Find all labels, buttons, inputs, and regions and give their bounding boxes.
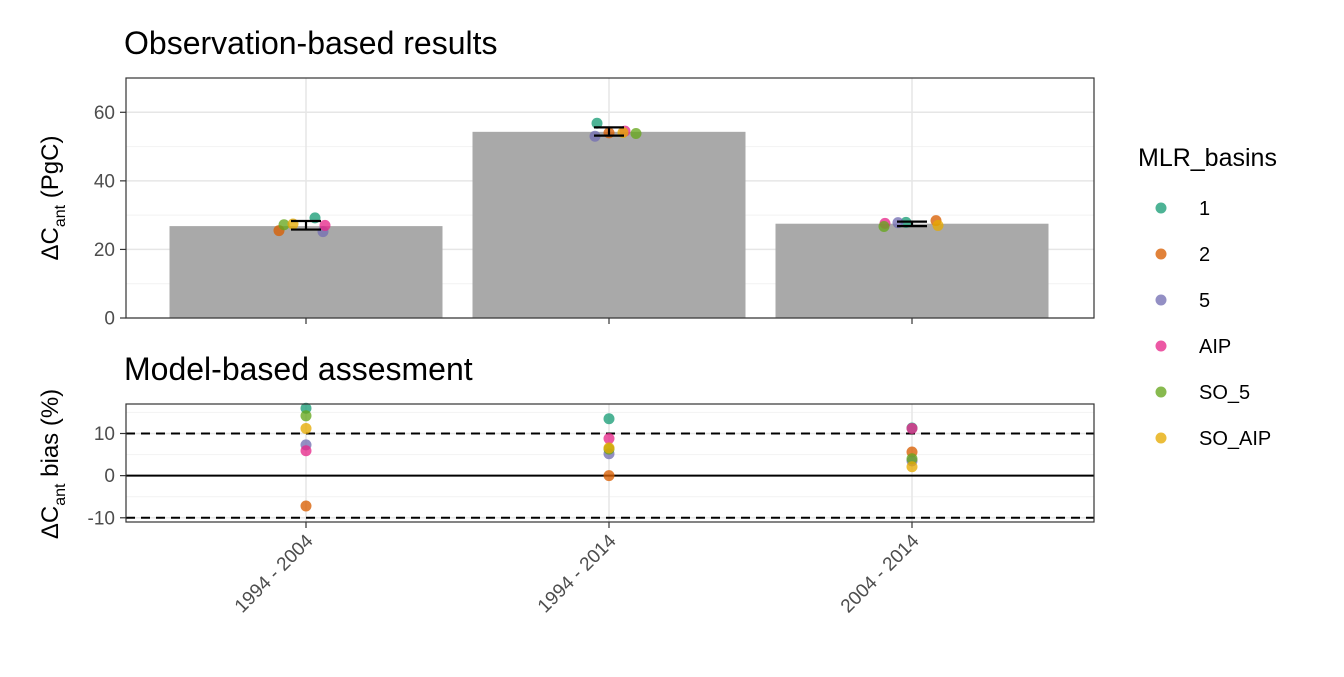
bias-point-AIP (603, 433, 615, 445)
legend-key-SO_5 (1155, 386, 1167, 398)
bottom-points (300, 402, 918, 512)
bottom-y-axis-label: ΔCant bias (%) (37, 389, 69, 539)
bottom-y-axis-label-main: ΔC (37, 506, 64, 539)
bottom-y-ticks: -10 0 10 (88, 424, 126, 529)
top-y-axis-label-sub: ant (52, 204, 69, 227)
bias-point-SO_AIP (603, 442, 615, 454)
top-y-ticks: 0 20 40 60 (94, 103, 126, 330)
bottom-panel-border (125, 403, 1095, 523)
bottom-panel-title: Model-based assesment (124, 351, 473, 387)
top-panel-border (125, 77, 1095, 319)
top-y-tick-label: 0 (104, 309, 115, 330)
obs-point-SO_AIP (932, 219, 944, 231)
top-y-axis-label-unit: (PgC) (37, 136, 64, 205)
x-tick-label: 1994 - 2004 (231, 530, 318, 617)
legend-label-SO_5: SO_5 (1199, 382, 1250, 404)
legend-label-SO_AIP: SO_AIP (1199, 428, 1271, 450)
legend: MLR_basins 1 2 5 AIP SO_5 SO_AIP (1138, 144, 1277, 450)
top-y-tick-label: 20 (94, 240, 115, 261)
bias-point-SO_5 (906, 453, 918, 465)
top-y-axis-label: ΔCant (PgC) (37, 136, 69, 261)
bias-point-2 (603, 470, 615, 482)
bias-point-2 (300, 500, 312, 512)
bottom-y-tick-label: -10 (88, 508, 115, 529)
obs-point-1 (591, 117, 603, 129)
legend-label-1: 1 (1199, 198, 1210, 220)
top-panel: 0 20 40 60 (94, 77, 1095, 330)
bias-point-SO_5 (300, 410, 312, 422)
legend-title: MLR_basins (1138, 144, 1277, 172)
legend-label-5: 5 (1199, 290, 1210, 312)
bias-point-AIP (906, 422, 918, 434)
bar-1994-2014 (472, 131, 746, 318)
bias-point-AIP (300, 445, 312, 457)
obs-point-SO_5 (278, 219, 290, 231)
legend-key-2 (1155, 248, 1167, 260)
legend-key-AIP (1155, 340, 1167, 352)
legend-key-SO_AIP (1155, 432, 1167, 444)
bottom-y-axis-label-sub: ant (52, 483, 69, 506)
bias-point-SO_AIP (300, 422, 312, 434)
bottom-y-tick-label: 0 (104, 466, 115, 487)
bottom-y-axis-label-unit: bias (%) (37, 389, 64, 484)
bias-point-1 (603, 413, 615, 425)
legend-label-AIP: AIP (1199, 336, 1231, 358)
bar-2004-2014 (775, 223, 1049, 318)
top-x-ticks (305, 318, 913, 324)
bias-point-SO_AIP (906, 461, 918, 473)
bottom-x-ticks: 1994 - 2004 1994 - 2014 2004 - 2014 (231, 522, 924, 617)
legend-key-1 (1155, 202, 1167, 214)
top-panel-title: Observation-based results (124, 25, 498, 61)
obs-point-SO_5 (878, 220, 890, 232)
legend-key-5 (1155, 294, 1167, 306)
top-bars (169, 131, 1049, 318)
legend-items: 1 2 5 AIP SO_5 SO_AIP (1155, 198, 1271, 450)
obs-point-SO_5 (630, 128, 642, 140)
top-y-tick-label: 40 (94, 171, 115, 192)
obs-point-AIP (319, 219, 331, 231)
top-y-axis-label-main: ΔC (37, 227, 64, 260)
top-error-bars (291, 126, 927, 231)
bottom-panel: -10 0 10 1994 - 2004 1994 - 2014 2004 - 2014 (88, 402, 1095, 617)
x-tick-label: 1994 - 2014 (534, 530, 621, 617)
top-y-tick-label: 60 (94, 103, 115, 124)
legend-label-2: 2 (1199, 244, 1210, 266)
x-tick-label: 2004 - 2014 (837, 530, 924, 617)
bottom-y-tick-label: 10 (94, 424, 115, 445)
bar-1994-2004 (169, 226, 443, 318)
bias-point-1 (300, 402, 312, 414)
